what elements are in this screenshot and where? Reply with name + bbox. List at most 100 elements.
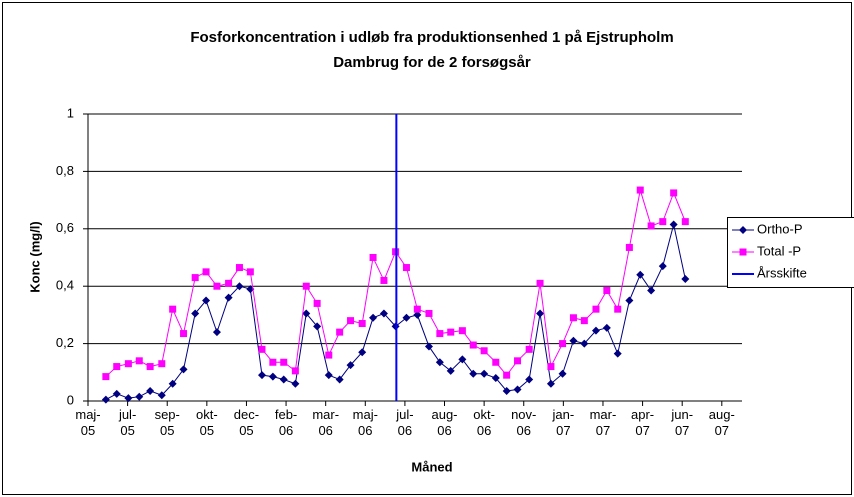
data-point [402, 313, 411, 322]
x-tick-label: jun- 07 [671, 407, 694, 438]
data-point [670, 189, 678, 197]
data-point [168, 379, 177, 388]
data-point [124, 360, 132, 368]
x-tick-label: aug- 06 [431, 407, 458, 438]
data-point [613, 349, 622, 358]
data-point [279, 375, 288, 384]
y-tick-label: 0 [67, 392, 74, 407]
data-point [325, 351, 333, 359]
data-point [224, 293, 233, 302]
data-point [636, 186, 644, 194]
data-point [180, 330, 188, 338]
data-point [402, 264, 410, 272]
x-tick-label: maj- 05 [75, 407, 101, 438]
x-axis-label: Måned [411, 459, 452, 474]
data-point [146, 363, 154, 371]
y-axis-label: Konc (mg/l) [27, 221, 42, 293]
data-point [113, 363, 121, 371]
data-point [447, 328, 455, 336]
data-point [302, 309, 311, 318]
data-point [135, 392, 144, 401]
data-point [469, 369, 478, 378]
data-point [191, 274, 199, 282]
x-tick-label: apr- 07 [631, 407, 655, 438]
data-point [591, 326, 600, 335]
y-tick-label: 0,6 [56, 220, 74, 235]
data-point [302, 282, 310, 290]
data-point [135, 357, 143, 365]
data-point [536, 279, 544, 287]
data-point [625, 243, 633, 251]
x-tick-label: feb- 06 [274, 407, 298, 438]
data-point [369, 254, 377, 261]
data-point [225, 279, 233, 287]
data-point [424, 342, 433, 351]
data-point [469, 341, 477, 349]
data-point [580, 339, 589, 348]
data-point [213, 282, 221, 290]
data-point [647, 222, 655, 230]
data-point [681, 218, 689, 226]
legend-label: Total -P [757, 243, 801, 258]
data-point [547, 363, 555, 371]
data-point [681, 275, 690, 284]
data-point [369, 313, 378, 322]
x-tick-label: jul- 05 [118, 407, 137, 438]
data-point [525, 375, 534, 384]
data-point [158, 360, 166, 368]
x-tick-label: okt- 05 [195, 407, 218, 438]
data-point [212, 328, 221, 337]
data-point [513, 385, 522, 394]
legend-label: Ortho-P [757, 221, 803, 236]
data-point [346, 361, 355, 370]
data-point [101, 395, 110, 404]
y-tick-label: 1 [67, 105, 74, 120]
data-point [347, 317, 355, 325]
data-point [313, 299, 321, 307]
data-point [268, 372, 277, 381]
data-point [659, 218, 667, 226]
data-point [246, 268, 254, 276]
data-point [335, 375, 344, 384]
data-point [202, 268, 210, 276]
data-point [202, 296, 211, 305]
data-point [647, 286, 656, 295]
data-point [358, 348, 367, 357]
x-tick-label: nov- 06 [511, 407, 537, 438]
data-point [592, 305, 600, 313]
data-point [480, 347, 488, 355]
data-point [436, 330, 444, 338]
data-point [124, 394, 133, 403]
data-point [280, 358, 288, 366]
data-point [536, 309, 545, 318]
chart-title: Dambrug for de 2 forsøgsår [333, 54, 531, 71]
data-point [235, 264, 243, 272]
data-point [558, 369, 567, 378]
data-point [157, 391, 166, 400]
data-point [559, 340, 567, 348]
x-tick-label: jul- 06 [396, 407, 414, 438]
data-point [625, 296, 634, 305]
x-tick-label: maj- 06 [352, 407, 378, 438]
data-point [614, 305, 622, 313]
x-tick-label: mar- 07 [589, 407, 617, 438]
data-point [480, 369, 489, 378]
data-point [413, 310, 422, 319]
data-point [380, 276, 388, 284]
data-point [458, 327, 466, 335]
data-point [514, 357, 522, 365]
data-point [458, 355, 467, 364]
data-point [336, 328, 344, 336]
data-point [379, 309, 388, 318]
legend-label: Årsskifte [757, 265, 807, 280]
data-point [580, 317, 588, 325]
data-point [669, 220, 678, 229]
data-point [257, 371, 266, 380]
data-point [102, 373, 110, 381]
chart-title: Fosforkoncentration i udløb fra produkti… [190, 29, 673, 46]
data-point [235, 282, 244, 291]
legend-marker [739, 226, 747, 234]
